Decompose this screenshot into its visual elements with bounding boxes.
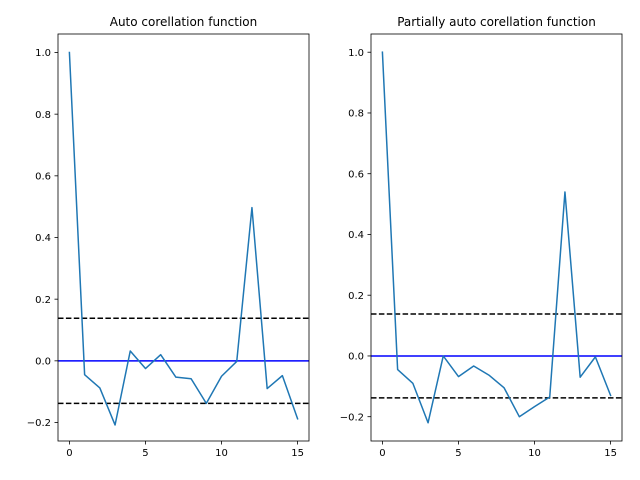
y-tick-label: 0.2 xyxy=(348,291,364,302)
series-line-1 xyxy=(68,51,299,426)
chart-panel-2: 0 5 10 15 −0.2 0.0 0.2 0.4 0.6 0.8 1.0 Partially au… xyxy=(340,15,623,459)
chart-panel-1: 0 5 10 15 −0.2 0.0 0.2 0.4 0.6 0.8 1.0 Auto corella… xyxy=(27,15,310,459)
axes-frame xyxy=(370,33,623,442)
y-tick-label: 0.8 xyxy=(348,109,364,120)
series-line-1 xyxy=(381,51,612,424)
y-tick-label: 0.0 xyxy=(348,352,364,363)
y-tick-label: −0.2 xyxy=(27,418,51,429)
y-tick-label: −0.2 xyxy=(340,412,364,423)
x-tick-label: 5 xyxy=(142,448,148,459)
x-tick-label: 0 xyxy=(379,448,385,459)
x-tick-label: 10 xyxy=(215,448,228,459)
chart-title: Auto corellation function xyxy=(110,15,258,29)
y-tick-label: 0.4 xyxy=(35,233,51,244)
y-tick-label: 1.0 xyxy=(35,48,51,59)
plot-area xyxy=(58,51,309,426)
y-tick-label: 1.0 xyxy=(348,48,364,59)
x-tick-label: 10 xyxy=(528,448,541,459)
y-tick-label: 0.4 xyxy=(348,230,364,241)
x-tick-label: 5 xyxy=(455,448,461,459)
y-tick-label: 0.2 xyxy=(35,295,51,306)
y-tick-label: 0.8 xyxy=(35,110,51,121)
x-tick-label: 15 xyxy=(604,448,617,459)
plot-area xyxy=(371,51,622,424)
chart-title: Partially auto corellation function xyxy=(397,15,596,29)
axes-frame xyxy=(57,33,310,442)
x-tick-label: 15 xyxy=(291,448,304,459)
y-tick-label: 0.6 xyxy=(348,169,364,180)
y-tick-label: 0.0 xyxy=(35,356,51,367)
y-tick-label: 0.6 xyxy=(35,171,51,182)
x-tick-label: 0 xyxy=(66,448,72,459)
